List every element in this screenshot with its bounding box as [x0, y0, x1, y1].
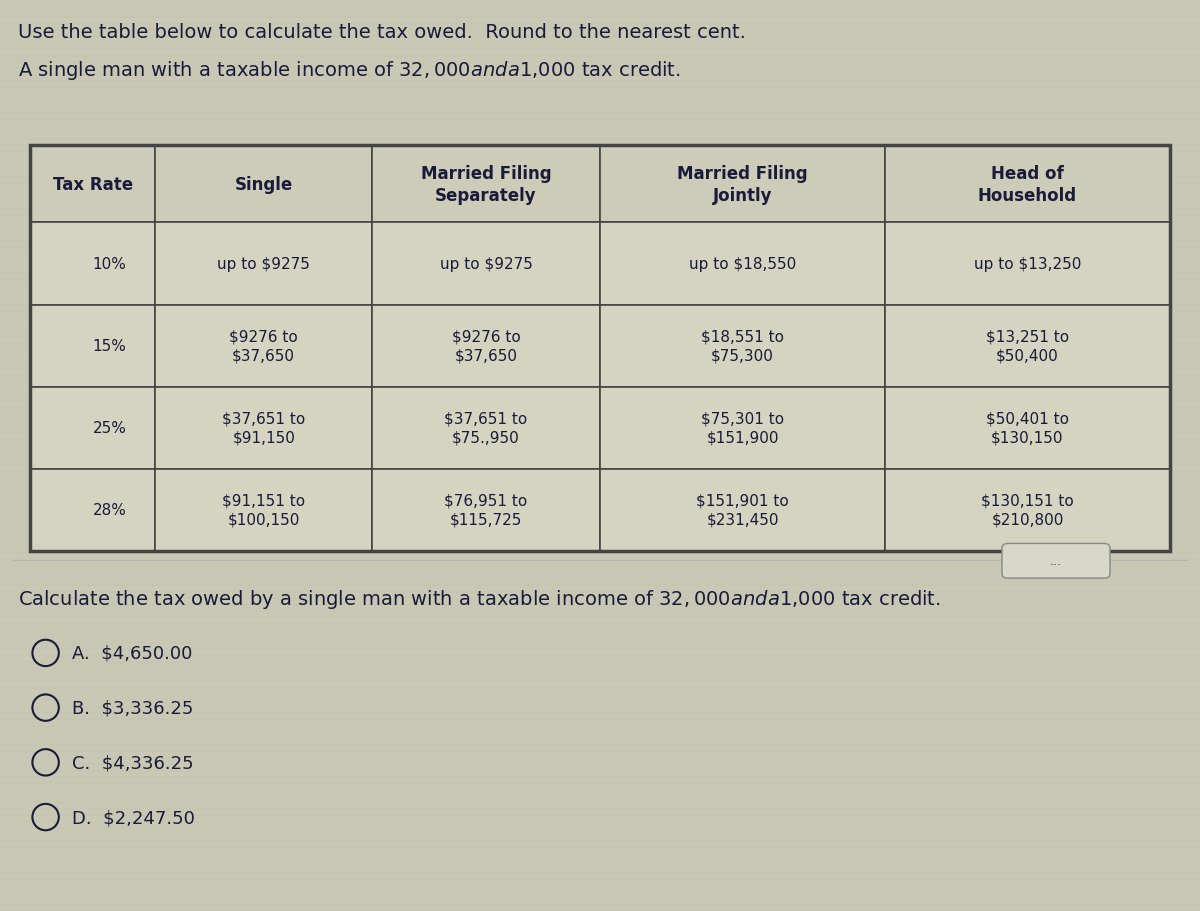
Text: C.  $4,336.25: C. $4,336.25 [72, 753, 193, 772]
Bar [600, 387, 886, 469]
Bar [156, 146, 372, 223]
Text: Married Filing
Separately: Married Filing Separately [421, 164, 551, 205]
Text: up to $13,250: up to $13,250 [974, 257, 1081, 271]
FancyBboxPatch shape [1002, 544, 1110, 578]
Text: Single: Single [234, 176, 293, 193]
Text: Head of
Household: Head of Household [978, 164, 1078, 205]
Bar [886, 387, 1170, 469]
Text: $18,551 to
$75,300: $18,551 to $75,300 [701, 330, 784, 363]
Bar [30, 146, 156, 223]
Bar [30, 469, 156, 551]
Bar [886, 469, 1170, 551]
Text: $76,951 to
$115,725: $76,951 to $115,725 [444, 494, 528, 527]
Text: $130,151 to
$210,800: $130,151 to $210,800 [982, 494, 1074, 527]
Bar [156, 305, 372, 387]
Text: Use the table below to calculate the tax owed.  Round to the nearest cent.: Use the table below to calculate the tax… [18, 23, 746, 42]
Text: ...: ... [1050, 555, 1062, 568]
Text: Calculate the tax owed by a single man with a taxable income of $32,000 and a $1: Calculate the tax owed by a single man w… [18, 588, 941, 610]
Bar [886, 223, 1170, 305]
Text: D.  $2,247.50: D. $2,247.50 [72, 808, 194, 826]
Text: $9276 to
$37,650: $9276 to $37,650 [451, 330, 521, 363]
Text: $9276 to
$37,650: $9276 to $37,650 [229, 330, 298, 363]
Bar [600, 469, 886, 551]
Text: A.  $4,650.00: A. $4,650.00 [72, 644, 192, 662]
Text: $37,651 to
$91,150: $37,651 to $91,150 [222, 412, 305, 445]
Bar [156, 223, 372, 305]
Bar [156, 387, 372, 469]
Bar [30, 305, 156, 387]
Bar [886, 146, 1170, 223]
Bar [600, 223, 886, 305]
Text: $91,151 to
$100,150: $91,151 to $100,150 [222, 494, 305, 527]
Bar [372, 305, 600, 387]
Bar [600, 305, 886, 387]
Bar [600, 146, 886, 223]
Text: 10%: 10% [92, 257, 126, 271]
Text: $13,251 to
$50,400: $13,251 to $50,400 [986, 330, 1069, 363]
Text: Tax Rate: Tax Rate [53, 176, 133, 193]
Text: Married Filing
Jointly: Married Filing Jointly [677, 164, 808, 205]
Text: $151,901 to
$231,450: $151,901 to $231,450 [696, 494, 788, 527]
Bar [372, 223, 600, 305]
Bar [30, 146, 1170, 551]
Text: $50,401 to
$130,150: $50,401 to $130,150 [986, 412, 1069, 445]
Bar [372, 387, 600, 469]
Text: 15%: 15% [92, 339, 126, 353]
Text: $37,651 to
$75.,950: $37,651 to $75.,950 [444, 412, 528, 445]
Text: B.  $3,336.25: B. $3,336.25 [72, 699, 193, 717]
Bar [372, 469, 600, 551]
Bar [30, 387, 156, 469]
Text: up to $9275: up to $9275 [439, 257, 533, 271]
Text: 28%: 28% [92, 503, 126, 517]
Bar [886, 305, 1170, 387]
Text: 25%: 25% [92, 421, 126, 435]
Text: up to $9275: up to $9275 [217, 257, 310, 271]
Text: $75,301 to
$151,900: $75,301 to $151,900 [701, 412, 784, 445]
Bar [372, 146, 600, 223]
Bar [30, 223, 156, 305]
Bar [156, 469, 372, 551]
Text: up to $18,550: up to $18,550 [689, 257, 796, 271]
Text: A single man with a taxable income of $32,000 and a $1,000 tax credit.: A single man with a taxable income of $3… [18, 59, 680, 82]
